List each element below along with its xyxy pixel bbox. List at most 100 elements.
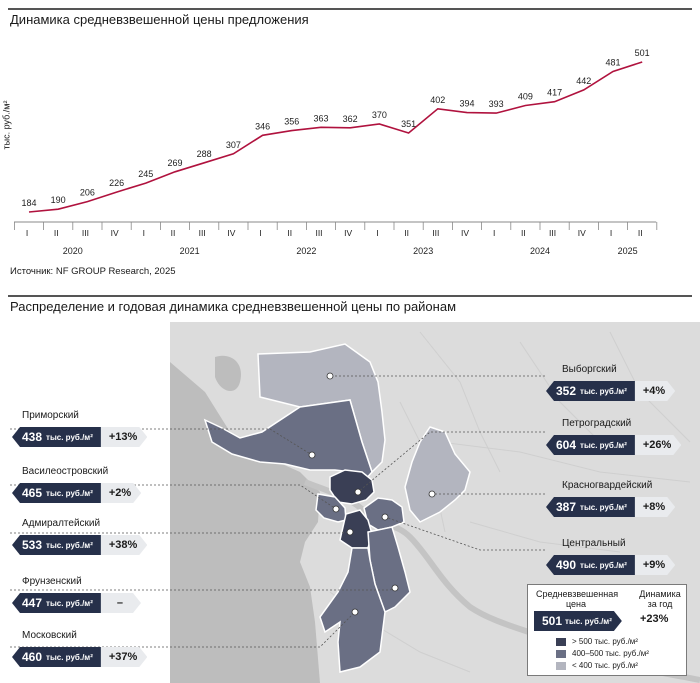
price-unit: тыс. руб./м² bbox=[46, 652, 93, 662]
quarter-label: III bbox=[432, 228, 439, 238]
callout-name: Петроградский bbox=[562, 418, 632, 429]
callout-change: +38% bbox=[101, 535, 147, 555]
callout-change: +2% bbox=[101, 483, 141, 503]
callout-moskovsky: Московский 460 тыс. руб./м² +37% bbox=[10, 630, 210, 670]
callout-price: 460 тыс. руб./м² bbox=[12, 647, 101, 667]
data-label: 184 bbox=[21, 198, 36, 208]
price-unit: тыс. руб./м² bbox=[580, 386, 627, 396]
district-vasileostrovsky[interactable] bbox=[315, 493, 347, 523]
data-label: 409 bbox=[518, 92, 533, 102]
quarter-label: III bbox=[549, 228, 556, 238]
data-label: 356 bbox=[284, 117, 299, 127]
legend-price: 501 bbox=[542, 614, 563, 628]
year-label: 2024 bbox=[530, 246, 550, 256]
section1-title: Динамика средневзвешенной цены предложен… bbox=[10, 12, 309, 27]
data-label: 206 bbox=[80, 188, 95, 198]
legend-swatch-high bbox=[556, 637, 566, 646]
legend-row-mid: 400–500 тыс. руб./м² bbox=[556, 649, 649, 658]
quarter-label: I bbox=[493, 228, 495, 238]
price-unit: тыс. руб./м² bbox=[46, 432, 93, 442]
year-label: 2020 bbox=[63, 246, 83, 256]
legend-row-high: > 500 тыс. руб./м² bbox=[556, 637, 638, 646]
north-lake bbox=[215, 355, 241, 392]
source-note: Источник: NF GROUP Research, 2025 bbox=[10, 266, 176, 277]
quarter-label: I bbox=[610, 228, 612, 238]
callout-price: 533 тыс. руб./м² bbox=[12, 535, 101, 555]
callout-name: Красногвардейский bbox=[562, 480, 653, 491]
legend-swatch-mid bbox=[556, 649, 566, 658]
callout-name: Московский bbox=[22, 630, 77, 641]
year-label: 2022 bbox=[296, 246, 316, 256]
quarter-label: III bbox=[82, 228, 89, 238]
price-unit: тыс. руб./м² bbox=[46, 488, 93, 498]
data-label: 346 bbox=[255, 121, 270, 131]
quarter-label: IV bbox=[227, 228, 235, 238]
legend-label-mid: 400–500 тыс. руб./м² bbox=[572, 649, 649, 658]
callout-box: 465 тыс. руб./м² +2% bbox=[12, 483, 141, 503]
data-label: 351 bbox=[401, 119, 416, 129]
district-krasnogvardeysky[interactable] bbox=[404, 426, 471, 523]
quarter-label: II bbox=[287, 228, 292, 238]
callout-price: 490 тыс. руб./м² bbox=[546, 555, 635, 575]
price-value: 438 bbox=[22, 430, 43, 444]
callout-box: 533 тыс. руб./м² +38% bbox=[12, 535, 147, 555]
callout-petrogradsky: Петроградский 604 тыс. руб./м² +26% bbox=[540, 418, 690, 458]
price-value: 533 bbox=[22, 538, 43, 552]
price-value: 352 bbox=[556, 384, 577, 398]
quarter-label: I bbox=[143, 228, 145, 238]
data-label: 417 bbox=[547, 88, 562, 98]
data-label: 394 bbox=[459, 99, 474, 109]
callout-primorsky: Приморский 438 тыс. руб./м² +13% bbox=[10, 410, 210, 450]
callout-name: Василеостровский bbox=[22, 466, 109, 477]
price-line-chart: 184 190 206 226 245 269 288 307 346 356 363 362 370 3… bbox=[13, 48, 658, 256]
callout-box: 460 тыс. руб./м² +37% bbox=[12, 647, 147, 667]
legend-header-change: Динамика за год bbox=[639, 589, 681, 609]
callout-name: Центральный bbox=[562, 538, 626, 549]
legend-unit: тыс. руб./м² bbox=[565, 616, 612, 626]
callout-box: 490 тыс. руб./м² +9% bbox=[546, 555, 675, 575]
callout-change: +8% bbox=[635, 497, 675, 517]
year-label: 2021 bbox=[180, 246, 200, 256]
section2-top-rule bbox=[8, 295, 692, 297]
legend-label-high: > 500 тыс. руб./м² bbox=[572, 637, 638, 646]
callout-price: 604 тыс. руб./м² bbox=[546, 435, 635, 455]
callout-box: 438 тыс. руб./м² +13% bbox=[12, 427, 147, 447]
callout-price: 447 тыс. руб./м² bbox=[12, 593, 101, 613]
price-value: 604 bbox=[556, 438, 577, 452]
data-label: 402 bbox=[430, 95, 445, 105]
legend-price-badge: 501 тыс. руб./м² bbox=[534, 611, 622, 631]
data-label: 269 bbox=[167, 158, 182, 168]
callout-box: 387 тыс. руб./м² +8% bbox=[546, 497, 675, 517]
map-legend: Средневзвешенная цена Динамика за год 50… bbox=[527, 584, 687, 676]
quarter-label: II bbox=[54, 228, 59, 238]
quarter-label: I bbox=[259, 228, 261, 238]
quarter-label: I bbox=[26, 228, 28, 238]
price-value: 460 bbox=[22, 650, 43, 664]
price-unit: тыс. руб./м² bbox=[580, 440, 627, 450]
callout-name: Фрунзенский bbox=[22, 576, 82, 587]
callout-name: Выборгский bbox=[562, 364, 617, 375]
callout-box: 447 тыс. руб./м² – bbox=[12, 593, 141, 613]
callout-change: +4% bbox=[635, 381, 675, 401]
callout-price: 352 тыс. руб./м² bbox=[546, 381, 635, 401]
callout-tsentralny: Центральный 490 тыс. руб./м² +9% bbox=[540, 538, 690, 578]
callout-change: – bbox=[101, 593, 141, 613]
legend-label-low: < 400 тыс. руб./м² bbox=[572, 661, 638, 670]
callout-price: 465 тыс. руб./м² bbox=[12, 483, 101, 503]
callout-change: +9% bbox=[635, 555, 675, 575]
legend-change: +23% bbox=[640, 613, 669, 625]
callout-name: Адмиралтейский bbox=[22, 518, 101, 529]
district-petrogradsky[interactable] bbox=[329, 469, 375, 505]
quarter-label: II bbox=[638, 228, 643, 238]
callout-change: +26% bbox=[635, 435, 681, 455]
data-label: 307 bbox=[226, 140, 241, 150]
callout-price: 387 тыс. руб./м² bbox=[546, 497, 635, 517]
year-label: 2023 bbox=[413, 246, 433, 256]
callout-frunzensky: Фрунзенский 447 тыс. руб./м² – bbox=[10, 576, 210, 616]
data-label: 393 bbox=[489, 99, 504, 109]
quarter-label: III bbox=[315, 228, 322, 238]
section2-title: Распределение и годовая динамика среднев… bbox=[10, 299, 457, 314]
price-value: 490 bbox=[556, 558, 577, 572]
data-label: 362 bbox=[343, 114, 358, 124]
price-unit: тыс. руб./м² bbox=[580, 560, 627, 570]
